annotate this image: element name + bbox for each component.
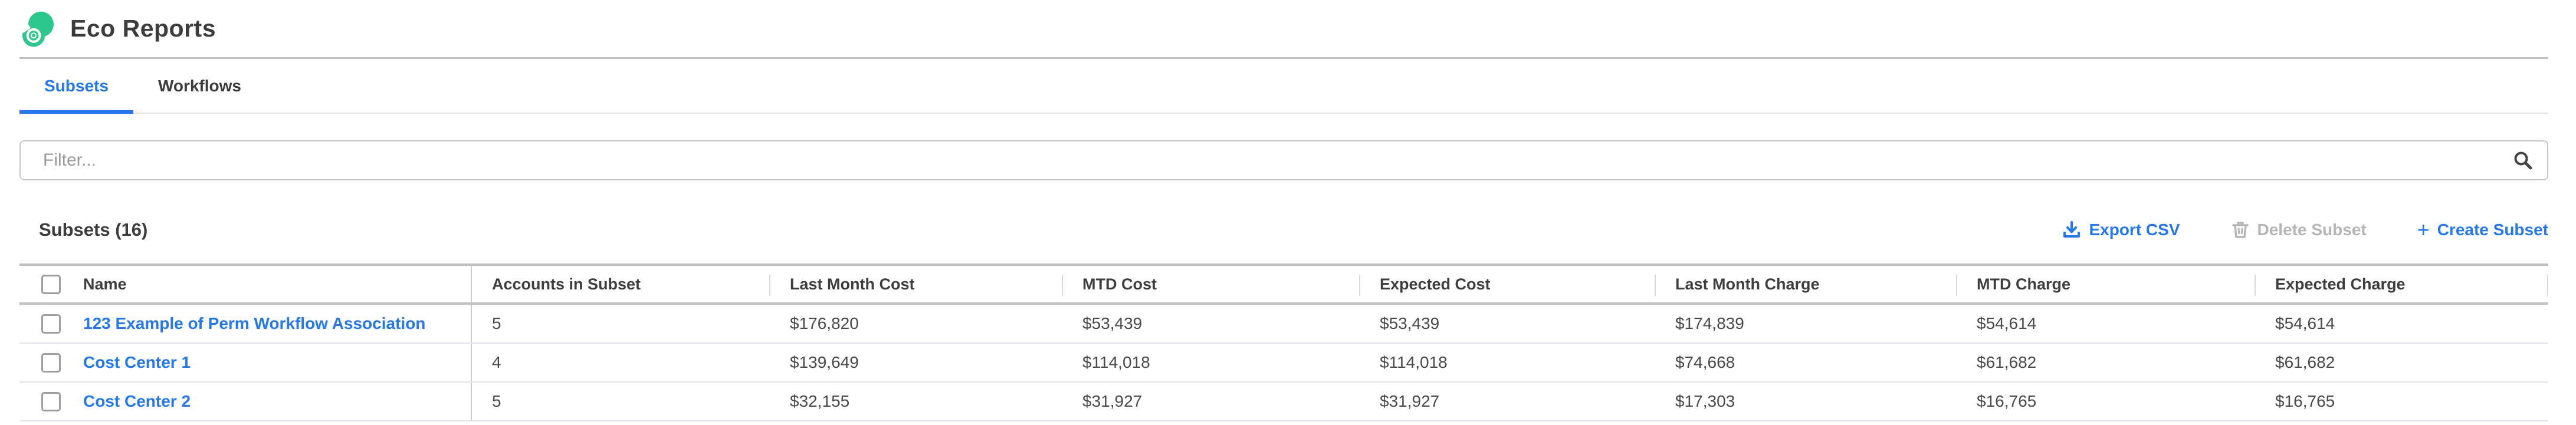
expected-cost-cell: $31,927 <box>1380 392 1440 410</box>
row-checkbox-cell <box>19 383 83 420</box>
table-row: Cost Center 2 5 $32,155 $31,927 $31,927 … <box>19 383 2548 421</box>
tab-subsets[interactable]: Subsets <box>19 59 133 114</box>
download-icon <box>2063 221 2081 238</box>
column-header-expected-charge[interactable]: Expected Charge <box>2255 266 2548 302</box>
subset-link[interactable]: 123 Example of Perm Workflow Association <box>83 314 426 332</box>
expected-cost-cell: $53,439 <box>1380 314 1440 332</box>
subset-name-cell: 123 Example of Perm Workflow Association <box>83 305 471 342</box>
page-title: Eco Reports <box>70 15 216 42</box>
trash-icon <box>2232 222 2249 238</box>
plus-icon: + <box>2417 218 2430 242</box>
mtd-cost-cell: $53,439 <box>1082 314 1143 332</box>
expected-charge-cell: $61,682 <box>2275 353 2335 371</box>
subset-name-cell: Cost Center 2 <box>83 383 471 420</box>
export-csv-label: Export CSV <box>2089 220 2180 239</box>
row-checkbox[interactable] <box>41 391 61 411</box>
row-checkbox[interactable] <box>41 352 61 373</box>
section-title: Subsets (16) <box>39 219 148 240</box>
last-month-cost-cell: $139,649 <box>790 353 859 371</box>
column-header-accounts-in-subset[interactable]: Accounts in Subset <box>471 266 770 302</box>
column-header-mtd-charge[interactable]: MTD Charge <box>1956 266 2255 302</box>
column-header-mtd-cost[interactable]: MTD Cost <box>1062 266 1360 302</box>
tab-bar: Subsets Workflows <box>19 59 2548 114</box>
export-csv-button[interactable]: Export CSV <box>2062 220 2180 239</box>
mtd-cost-cell: $31,927 <box>1082 392 1143 410</box>
eco-logo-icon <box>19 11 54 47</box>
table-row: Cost Center 1 4 $139,649 $114,018 $114,0… <box>19 344 2548 383</box>
action-buttons: Export CSV Delete Subset + Create Subset <box>2062 218 2548 242</box>
create-subset-label: Create Subset <box>2437 220 2548 239</box>
delete-subset-button[interactable]: Delete Subset <box>2231 220 2367 239</box>
select-all-checkbox[interactable] <box>41 274 61 294</box>
accounts-cell: 4 <box>471 344 770 381</box>
mtd-charge-cell: $16,765 <box>1977 392 2037 410</box>
column-header-last-month-charge[interactable]: Last Month Charge <box>1655 266 1957 302</box>
last-month-charge-cell: $17,303 <box>1675 392 1735 410</box>
section-row: Subsets (16) Export CSV Delete S <box>19 215 2548 245</box>
mtd-charge-cell: $61,682 <box>1977 353 2037 371</box>
expected-charge-cell: $16,765 <box>2275 392 2335 410</box>
header-checkbox-cell <box>19 266 83 302</box>
accounts-cell: 5 <box>471 383 770 420</box>
create-subset-button[interactable]: + Create Subset <box>2417 218 2548 242</box>
last-month-charge-cell: $174,839 <box>1675 314 1744 332</box>
row-checkbox[interactable] <box>41 314 61 334</box>
mtd-charge-cell: $54,614 <box>1977 314 2037 332</box>
subsets-table: Name Accounts in Subset Last Month Cost … <box>19 263 2548 421</box>
tab-workflows[interactable]: Workflows <box>157 76 241 95</box>
column-header-last-month-cost[interactable]: Last Month Cost <box>769 266 1062 302</box>
search-icon[interactable] <box>2513 150 2533 170</box>
accounts-cell: 5 <box>471 305 770 342</box>
filter-row <box>19 140 2548 180</box>
row-checkbox-cell <box>19 305 83 342</box>
last-month-cost-cell: $176,820 <box>790 314 859 332</box>
column-header-expected-cost[interactable]: Expected Cost <box>1359 266 1655 302</box>
row-checkbox-cell <box>19 344 83 381</box>
last-month-cost-cell: $32,155 <box>790 392 850 410</box>
subset-name-cell: Cost Center 1 <box>83 344 471 381</box>
subset-link[interactable]: Cost Center 1 <box>83 353 191 371</box>
table-header-row: Name Accounts in Subset Last Month Cost … <box>19 266 2548 305</box>
delete-subset-label: Delete Subset <box>2257 220 2367 239</box>
subset-link[interactable]: Cost Center 2 <box>83 392 191 410</box>
expected-charge-cell: $54,614 <box>2275 314 2335 332</box>
table-row: 123 Example of Perm Workflow Association… <box>19 305 2548 344</box>
mtd-cost-cell: $114,018 <box>1082 353 1150 371</box>
expected-cost-cell: $114,018 <box>1380 353 1448 371</box>
app-header: Eco Reports <box>19 0 2548 59</box>
last-month-charge-cell: $74,668 <box>1675 353 1735 371</box>
filter-input[interactable] <box>19 140 2548 180</box>
column-header-name[interactable]: Name <box>83 275 127 293</box>
page: Eco Reports Subsets Workflows Subsets (1… <box>19 0 2548 421</box>
